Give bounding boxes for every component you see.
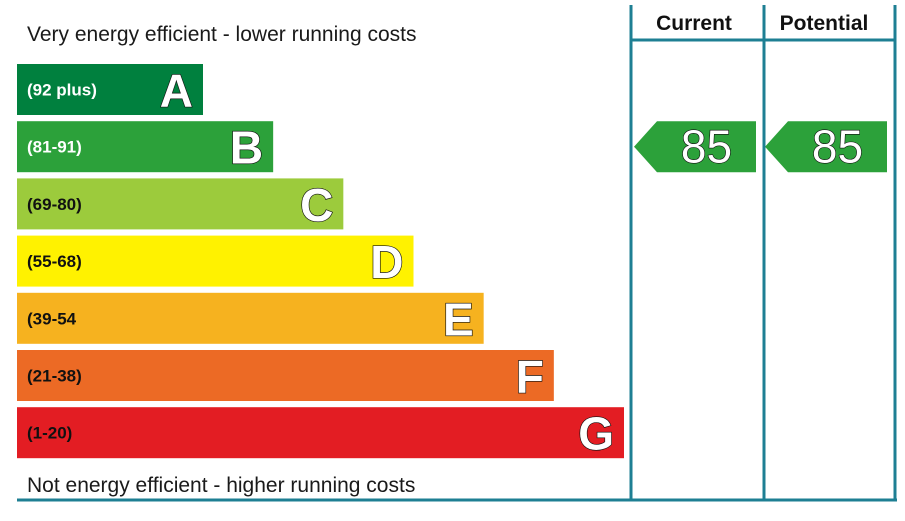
band-d: (55-68) D [17,235,414,289]
current-rating-marker-arrow [634,121,756,173]
potential-rating-marker-arrow [765,121,887,173]
band-g: (1-20) G [17,407,624,460]
band-bar-e [17,292,484,344]
band-letter: C [300,179,333,231]
band-range-label: (55-68) [27,252,82,271]
band-range-label: (69-80) [27,195,82,214]
band-f: (21-38) F [17,350,554,403]
band-bar-f [17,350,554,401]
band-letter: F [516,351,544,403]
band-letter: B [230,122,263,174]
current-column-header: Current [656,12,732,35]
band-bar-d [17,235,414,287]
band-c: (69-80) C [17,178,344,232]
band-a: (92 plus) A [17,64,203,117]
band-range-label: (81-91) [27,138,82,157]
chart-frame [17,5,897,502]
potential-rating-marker: 85 [765,120,887,173]
current-rating-marker: 85 [634,120,756,173]
band-bar-g [17,407,624,459]
rating-bands: (92 plus) A(81-91) B(69-80) C(55-68) D(39-54… [17,64,624,460]
band-bar-c [17,178,344,230]
band-letter: G [578,408,614,460]
band-b: (81-91) B [17,121,274,174]
potential-column-header: Potential [780,12,869,35]
band-bar-b [17,121,274,173]
rating-markers: 85 85 [634,120,887,173]
band-bar-a [17,64,203,115]
band-range-label: (39-54 [27,309,77,328]
band-letter: D [370,236,403,288]
potential-rating-marker-value: 85 [812,121,863,173]
band-letter: A [160,65,193,117]
bottom-caption: Not energy efficient - higher running co… [27,474,415,497]
band-range-label: (21-38) [27,367,82,386]
top-caption: Very energy efficient - lower running co… [27,23,416,46]
band-range-label: (1-20) [27,424,72,443]
current-rating-marker-value: 85 [681,121,732,173]
band-letter: E [443,293,474,345]
band-e: (39-54 E [17,293,484,346]
band-range-label: (92 plus) [27,81,97,100]
